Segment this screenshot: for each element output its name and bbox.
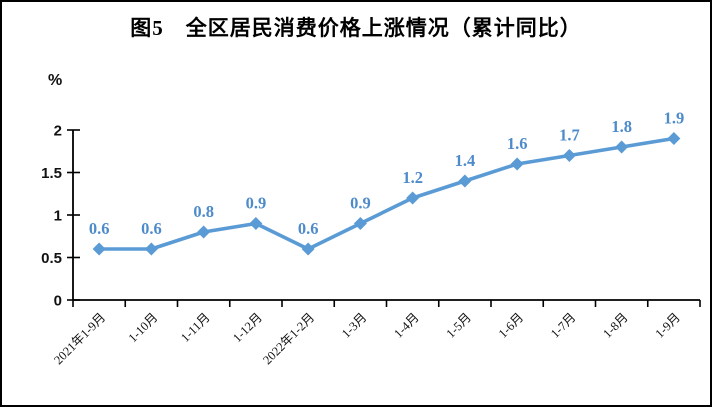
series-line [97, 136, 676, 251]
data-point-label: 0.6 [89, 219, 110, 238]
x-tick-label: 2021年1-9月 [51, 310, 108, 367]
data-point-marker [92, 242, 106, 256]
y-tick-label: 1.5 [41, 165, 62, 182]
data-point-marker [458, 174, 472, 188]
data-point-label: 0.9 [246, 194, 267, 213]
x-tick-label: 1-11月 [178, 310, 213, 345]
data-point-label: 1.4 [455, 151, 476, 170]
y-tick-label: 0.5 [41, 250, 62, 267]
data-point-label: 1.2 [402, 168, 423, 187]
data-point-marker [144, 242, 158, 256]
data-point-marker [197, 225, 211, 239]
y-tick-label: 1 [54, 208, 62, 225]
data-point-marker [406, 191, 420, 205]
x-tick-label: 1-7月 [548, 310, 579, 341]
x-tick-label: 1-4月 [391, 310, 422, 341]
x-tick-label: 1-10月 [126, 310, 161, 345]
data-point-label: 1.6 [507, 134, 528, 153]
data-point-marker [510, 157, 524, 171]
data-point-label: 1.8 [611, 117, 632, 136]
data-point-label: 0.8 [193, 202, 214, 221]
data-point-label: 1.9 [664, 109, 685, 128]
data-point-marker [249, 217, 263, 230]
y-axis-unit-label: % [48, 72, 63, 89]
data-point-label: 0.6 [141, 219, 162, 238]
x-tick-label: 1-8月 [600, 310, 631, 341]
y-tick-label: 2 [54, 123, 62, 140]
data-point-marker [615, 140, 629, 154]
y-tick-label: 0 [54, 293, 62, 310]
data-point-label: 0.6 [298, 219, 319, 238]
data-point-marker [667, 132, 681, 145]
x-tick-label: 1-6月 [496, 310, 527, 341]
data-point-label: 1.7 [559, 126, 580, 145]
x-tick-label: 1-3月 [339, 310, 370, 341]
x-tick-label: 1-5月 [443, 310, 474, 341]
data-point-marker [301, 242, 315, 256]
data-point-marker [562, 149, 576, 162]
data-point-label: 0.9 [350, 194, 371, 213]
chart-title: 图5 全区居民消费价格上涨情况（累计同比） [130, 16, 582, 40]
x-tick-label: 1-9月 [652, 310, 683, 341]
x-tick-label: 1-12月 [230, 310, 265, 345]
x-tick-label: 2022年1-2月 [260, 310, 317, 367]
data-point-marker [353, 217, 367, 230]
